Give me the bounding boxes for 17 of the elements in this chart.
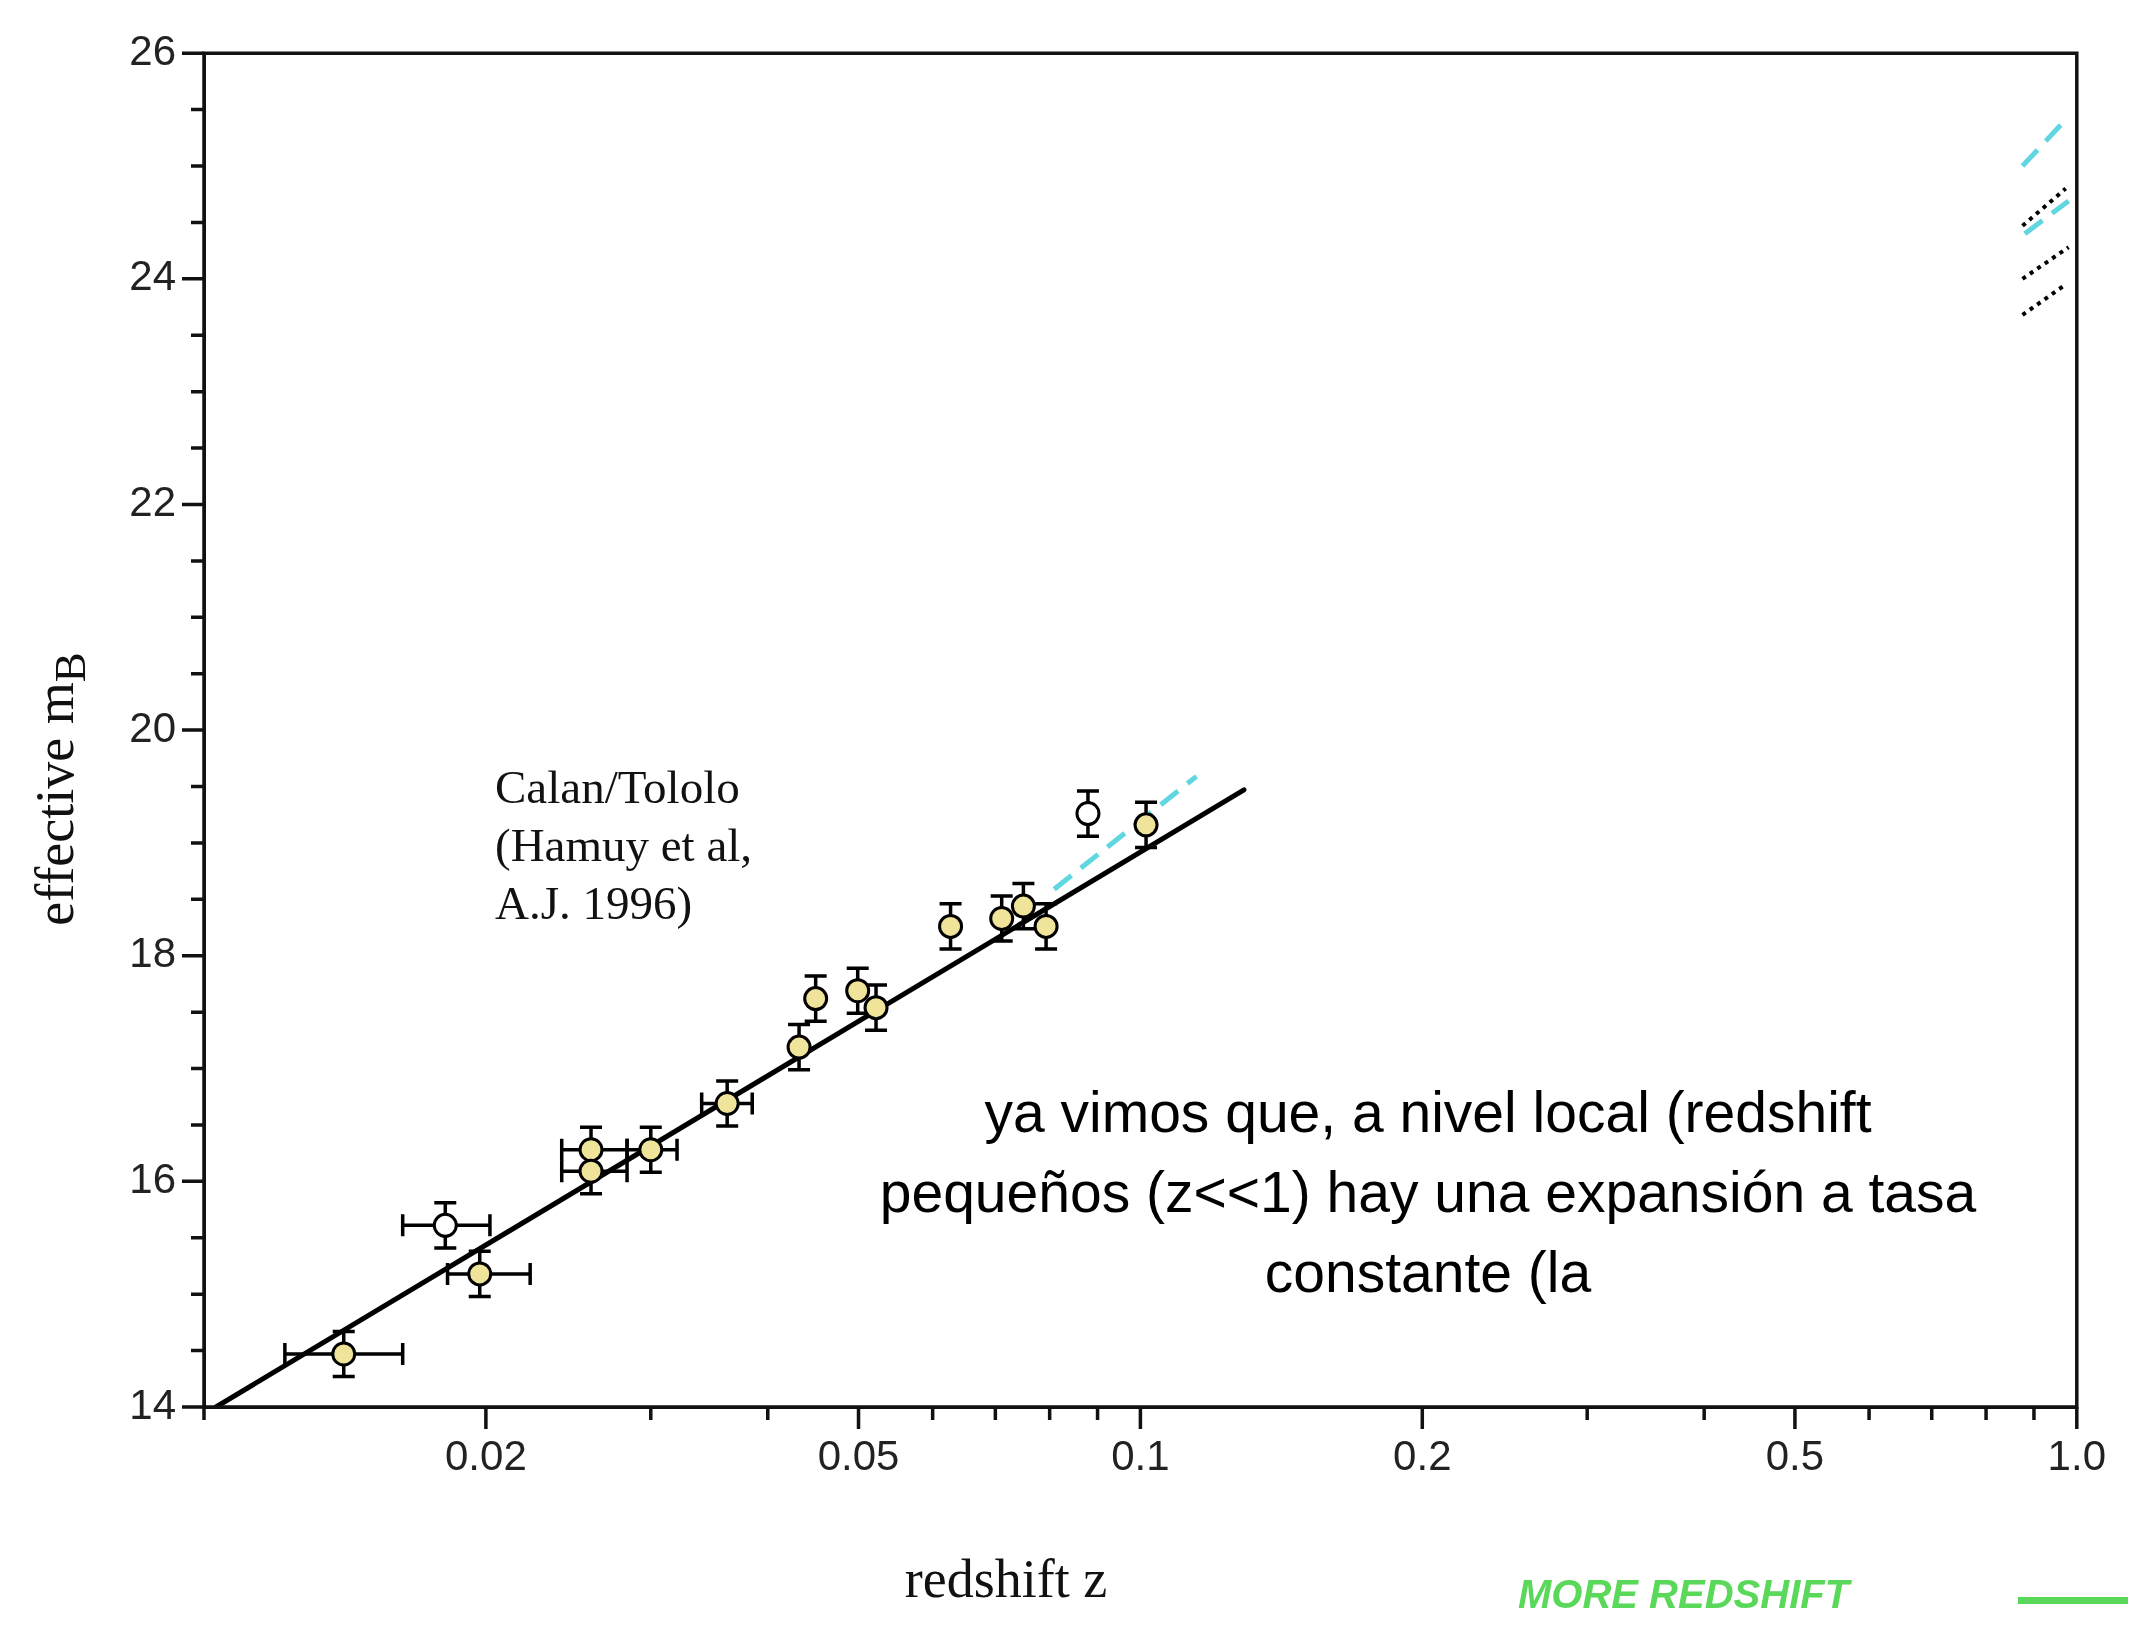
y-tick-label: 16 [129,1154,176,1202]
y-tick-label: 20 [129,703,176,751]
text: MORE REDSHIFT [1518,1572,1850,1617]
x-tick-label: 1.0 [2047,1431,2106,1479]
x-tick-label: 0.05 [817,1431,900,1479]
annotation: Calan/Tololo (Hamuy et al, A.J. 1996) [495,760,753,931]
x-tick-label: 0.5 [1765,1431,1825,1479]
y-tick-label: 14 [129,1380,176,1428]
x-tick-label: 0.2 [1393,1431,1452,1479]
y-tick-label: 22 [129,478,176,526]
y-tick-label: 18 [129,929,176,977]
x-axis-title: redshift z [904,1548,1108,1610]
x-tick-label: 0.1 [1111,1431,1170,1479]
y-tick-label: 24 [129,252,176,300]
x-tick-label: 0.02 [445,1431,527,1479]
y-tick-label: 26 [129,26,176,74]
annotation: ya vimos que, a nivel local (redshift pequeños (z<<1) hay una expansión a tasa constante (la [878,1079,1978,1306]
